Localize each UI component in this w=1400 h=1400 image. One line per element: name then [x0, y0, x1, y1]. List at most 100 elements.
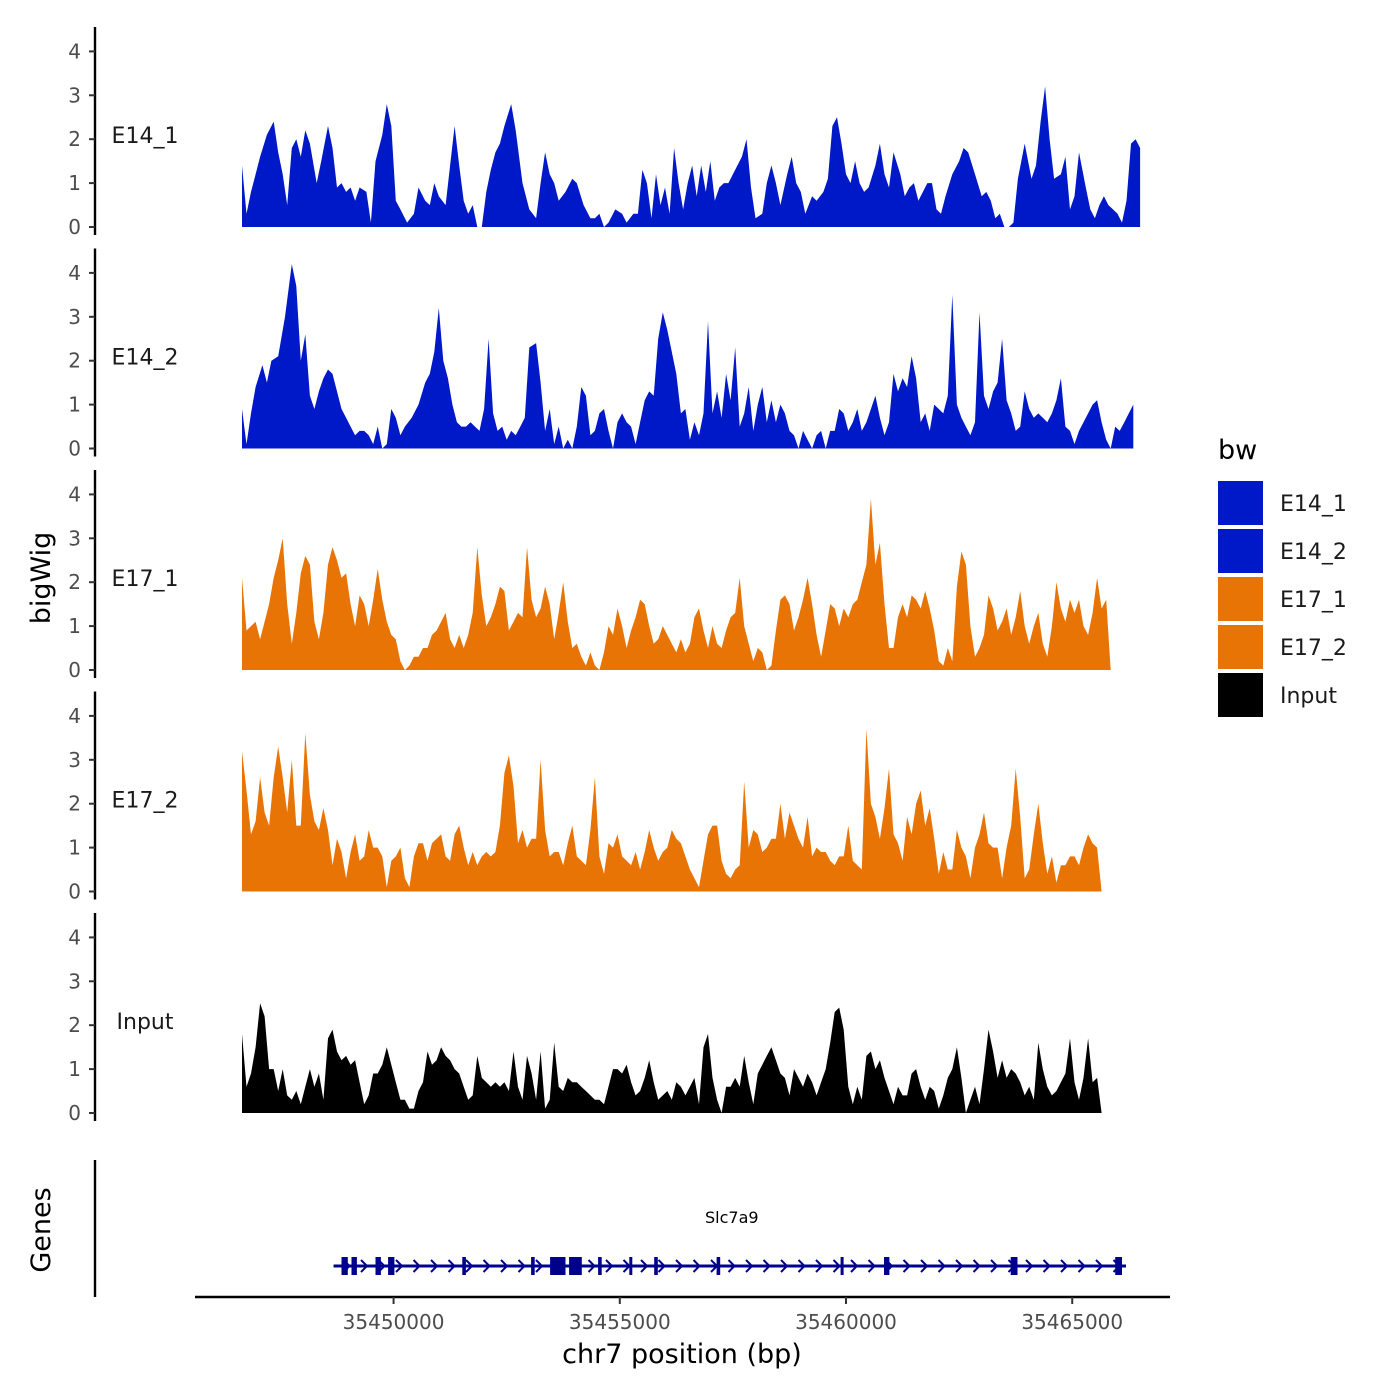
legend-label-e17-1: E17_1 — [1280, 588, 1347, 613]
signal-area-e14-2 — [242, 264, 1134, 449]
y-tick-label-e14-2-0: 0 — [68, 437, 81, 461]
exon-8 — [569, 1257, 582, 1275]
strand-arrow — [587, 1259, 596, 1273]
strand-arrow — [990, 1259, 999, 1273]
strand-arrow — [1060, 1259, 1069, 1273]
legend-label-e17-2: E17_2 — [1280, 636, 1347, 661]
y-tick-label-e14-1-2: 2 — [68, 127, 81, 151]
exon-9 — [598, 1257, 602, 1275]
exon-4 — [388, 1257, 395, 1275]
track-e14-2: 0 1 2 3 4 E14_2 — [68, 248, 1134, 461]
strand-arrow — [412, 1259, 421, 1273]
signal-area-e17-2 — [242, 729, 1102, 892]
y-tick-label-e14-1-4: 4 — [68, 39, 81, 63]
strand-arrow — [500, 1259, 509, 1273]
y-tick-label-e17-1-4: 4 — [68, 482, 81, 506]
legend-label-input: Input — [1280, 684, 1337, 709]
strand-arrow — [360, 1259, 369, 1273]
legend-swatch-e14-1 — [1218, 481, 1263, 525]
exon-5 — [462, 1257, 466, 1275]
x-tick-label-35450000: 35450000 — [343, 1310, 445, 1334]
y-tick-label-e17-2-0: 0 — [68, 880, 81, 904]
track-input: 0 1 2 3 4 Input — [68, 913, 1102, 1125]
legend: bw E14_1 E14_2 E17_1 E17_2 Input — [1218, 435, 1347, 717]
y-tick-label-e17-1-0: 0 — [68, 658, 81, 682]
track-label-e17-1: E17_1 — [112, 567, 179, 592]
y-tick-label-input-4: 4 — [68, 925, 81, 949]
strand-arrow — [745, 1259, 754, 1273]
strand-arrow — [955, 1259, 964, 1273]
exon-2 — [351, 1257, 357, 1275]
exon-6 — [531, 1257, 535, 1275]
y-tick-label-e17-1-1: 1 — [68, 614, 81, 638]
strand-arrow — [780, 1259, 789, 1273]
track-label-e14-1: E14_1 — [112, 124, 179, 149]
signal-area-input — [242, 1003, 1102, 1113]
track-e17-2: 0 1 2 3 4 E17_2 — [68, 691, 1102, 904]
strand-arrow — [1025, 1259, 1034, 1273]
exon-1 — [341, 1257, 348, 1275]
strand-arrow — [797, 1259, 806, 1273]
signal-tracks: 0 1 2 3 4 E14_1 0 1 2 3 4 E14_2 0 1 2 3 4 E17_1 0 1 2 3 4 E17_2… — [68, 27, 1141, 1125]
y-tick-label-e14-2-4: 4 — [68, 261, 81, 285]
y-tick-label-e14-1-0: 0 — [68, 215, 81, 239]
x-tick-label-35465000: 35465000 — [1021, 1310, 1123, 1334]
strand-arrow — [657, 1259, 666, 1273]
legend-label-e14-1: E14_1 — [1280, 492, 1347, 517]
exon-16 — [1115, 1257, 1122, 1275]
strand-arrow — [605, 1259, 614, 1273]
exon-14 — [884, 1257, 890, 1275]
strand-arrow — [447, 1259, 456, 1273]
strand-arrow — [867, 1259, 876, 1273]
strand-arrow — [902, 1259, 911, 1273]
exon-10 — [629, 1257, 633, 1275]
strand-arrow — [832, 1259, 841, 1273]
strand-arrow — [395, 1259, 404, 1273]
track-label-e14-2: E14_2 — [112, 345, 179, 370]
strand-arrow — [1042, 1259, 1051, 1273]
y-tick-label-input-2: 2 — [68, 1013, 81, 1037]
y-tick-label-e17-2-1: 1 — [68, 836, 81, 860]
y-tick-label-e14-1-1: 1 — [68, 171, 81, 195]
legend-swatch-e17-1 — [1218, 577, 1263, 621]
strand-arrow — [762, 1259, 771, 1273]
strand-arrow — [640, 1259, 649, 1273]
strand-arrow — [675, 1259, 684, 1273]
y-tick-label-input-0: 0 — [68, 1101, 81, 1125]
gene-track-title: Genes — [26, 1187, 57, 1272]
exon-3 — [375, 1257, 381, 1275]
y-tick-label-e14-1-3: 3 — [68, 83, 81, 107]
strand-arrow — [482, 1259, 491, 1273]
strand-arrow — [465, 1259, 474, 1273]
x-axis-title: chr7 position (bp) — [562, 1339, 802, 1370]
x-axis: 35450000 35455000 35460000 35465000 — [195, 1295, 1170, 1334]
strand-arrow — [535, 1259, 544, 1273]
strand-arrow — [430, 1259, 439, 1273]
signal-area-e17-1 — [242, 498, 1111, 670]
y-tick-label-e14-2-2: 2 — [68, 349, 81, 373]
y-tick-label-e17-2-3: 3 — [68, 748, 81, 772]
track-label-input: Input — [117, 1010, 174, 1035]
strand-arrow — [972, 1259, 981, 1273]
y-tick-label-input-3: 3 — [68, 969, 81, 993]
track-label-e17-2: E17_2 — [112, 788, 179, 813]
exon-15 — [1010, 1257, 1018, 1275]
strand-arrow — [850, 1259, 859, 1273]
strand-arrow — [1077, 1259, 1086, 1273]
legend-swatch-input — [1218, 673, 1263, 717]
strand-arrow — [517, 1259, 526, 1273]
y-tick-label-e14-2-3: 3 — [68, 305, 81, 329]
legend-swatch-e14-2 — [1218, 529, 1263, 573]
y-axis-title: bigWig — [26, 532, 57, 625]
y-tick-label-e14-2-1: 1 — [68, 393, 81, 417]
exon-7 — [550, 1257, 566, 1275]
legend-label-e14-2: E14_2 — [1280, 540, 1347, 565]
gene-name-label: Slc7a9 — [705, 1208, 759, 1227]
gene-track: Slc7a9 — [93, 1160, 1126, 1297]
strand-arrow — [692, 1259, 701, 1273]
track-e14-1: 0 1 2 3 4 E14_1 — [68, 27, 1141, 239]
exon-13 — [840, 1257, 844, 1275]
legend-title: bw — [1218, 435, 1257, 466]
